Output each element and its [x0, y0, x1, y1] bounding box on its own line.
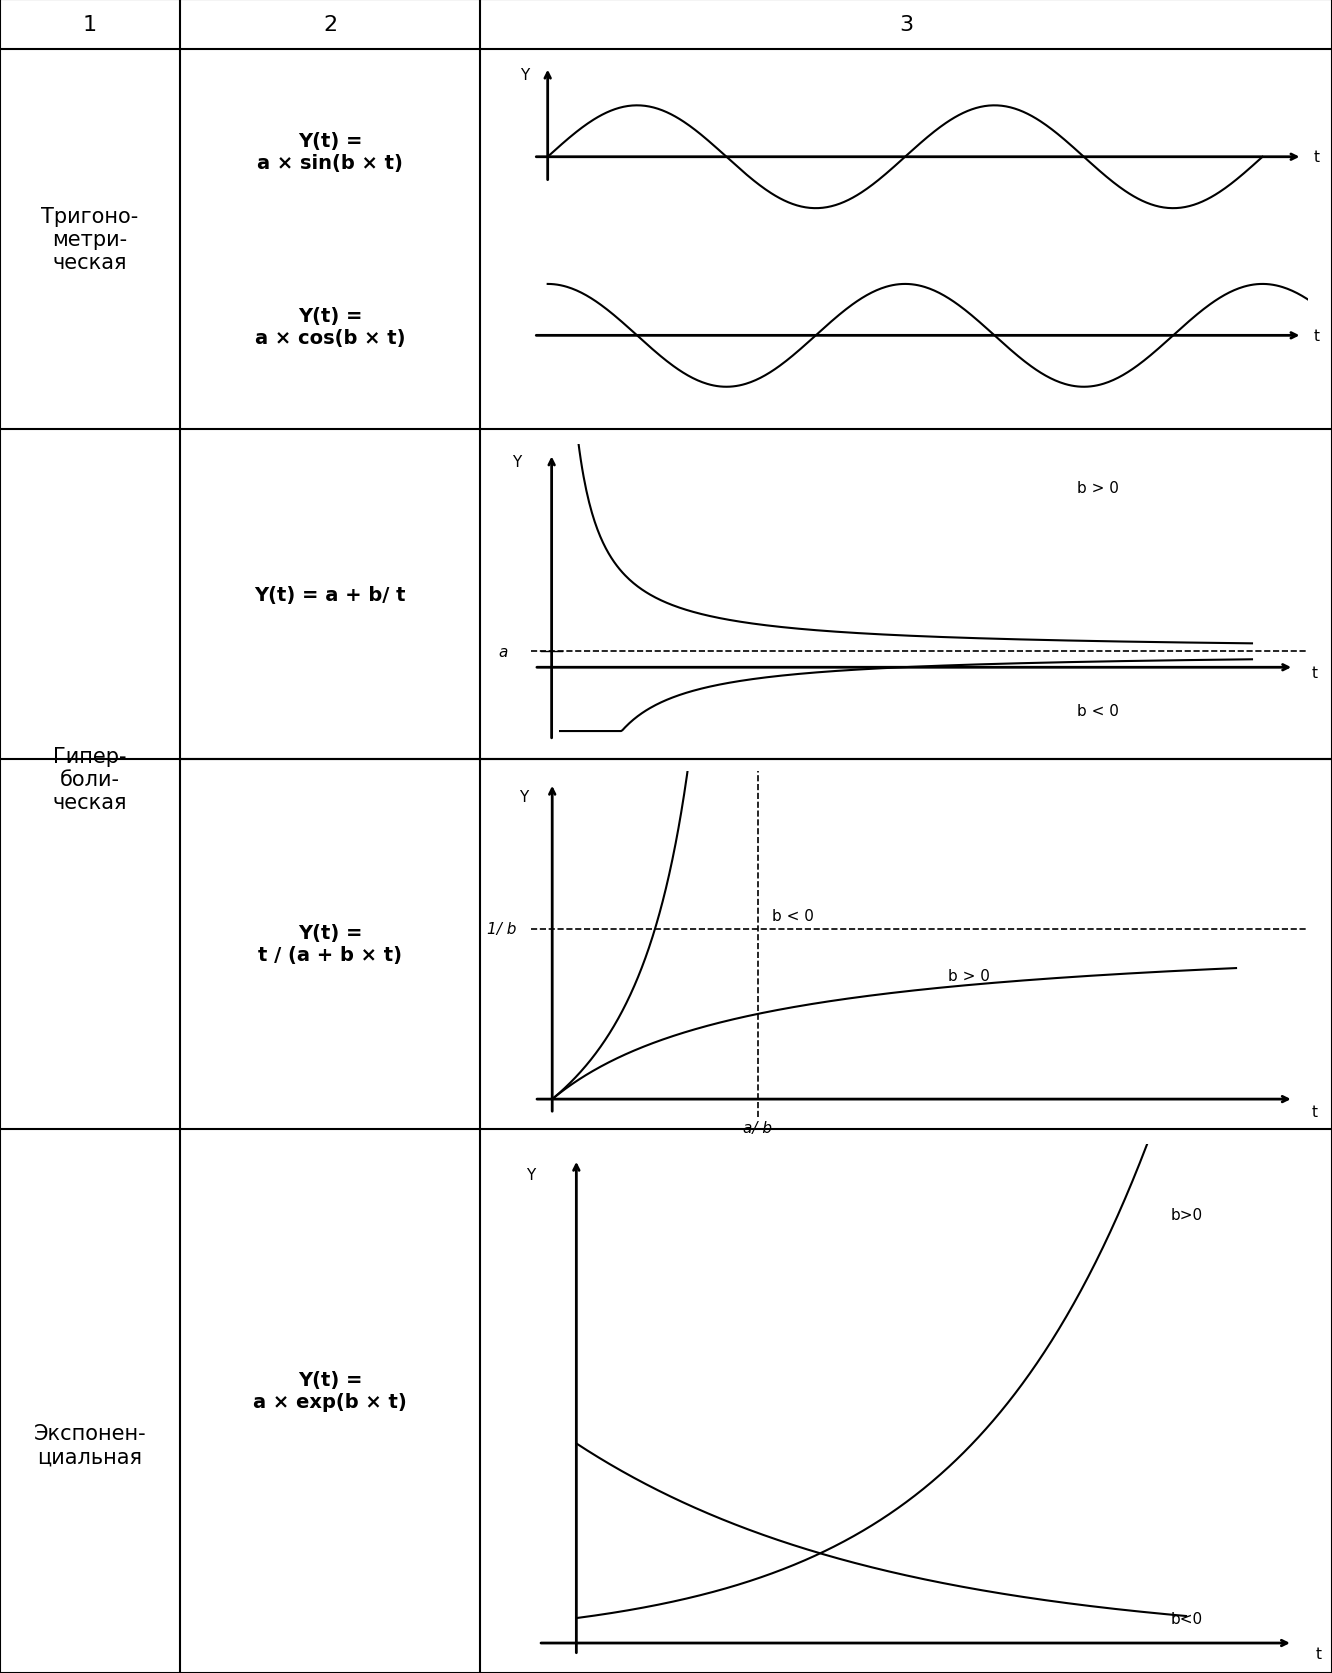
Text: Y(t) =
a × sin(b × t): Y(t) = a × sin(b × t)	[257, 132, 404, 172]
Text: Y(t) =
a × exp(b × t): Y(t) = a × exp(b × t)	[253, 1370, 406, 1410]
Text: b>0: b>0	[1171, 1208, 1203, 1221]
Text: 2: 2	[322, 15, 337, 35]
Text: t: t	[1316, 1646, 1321, 1661]
Text: Y: Y	[521, 69, 530, 84]
Text: 3: 3	[899, 15, 912, 35]
Text: t: t	[1312, 666, 1317, 681]
Text: a: a	[498, 644, 507, 659]
Text: b > 0: b > 0	[1076, 480, 1119, 495]
Text: Y(t) =
t / (a + b × t): Y(t) = t / (a + b × t)	[258, 923, 402, 965]
Text: Y: Y	[526, 1168, 535, 1183]
Text: b<0: b<0	[1171, 1611, 1203, 1626]
Text: b > 0: b > 0	[948, 969, 990, 984]
Text: b < 0: b < 0	[773, 908, 814, 923]
Text: Y(t) =
a × cos(b × t): Y(t) = a × cos(b × t)	[254, 306, 405, 348]
Text: Y: Y	[511, 455, 521, 470]
Text: b < 0: b < 0	[1076, 704, 1119, 719]
Text: t: t	[1313, 328, 1320, 343]
Text: Y: Y	[518, 790, 527, 805]
Text: Экспонен-
циальная: Экспонен- циальная	[33, 1424, 147, 1466]
Text: Y(t) = a + b/ t: Y(t) = a + b/ t	[254, 586, 406, 604]
Text: Тригоно-
метри-
ческая: Тригоно- метри- ческая	[41, 207, 139, 273]
Text: 1/ b: 1/ b	[488, 922, 517, 937]
Text: 1: 1	[83, 15, 97, 35]
Text: Гипер-
боли-
ческая: Гипер- боли- ческая	[53, 746, 128, 813]
Text: t: t	[1312, 1104, 1317, 1119]
Text: a/ b: a/ b	[743, 1121, 773, 1136]
Text: t: t	[1313, 151, 1320, 166]
